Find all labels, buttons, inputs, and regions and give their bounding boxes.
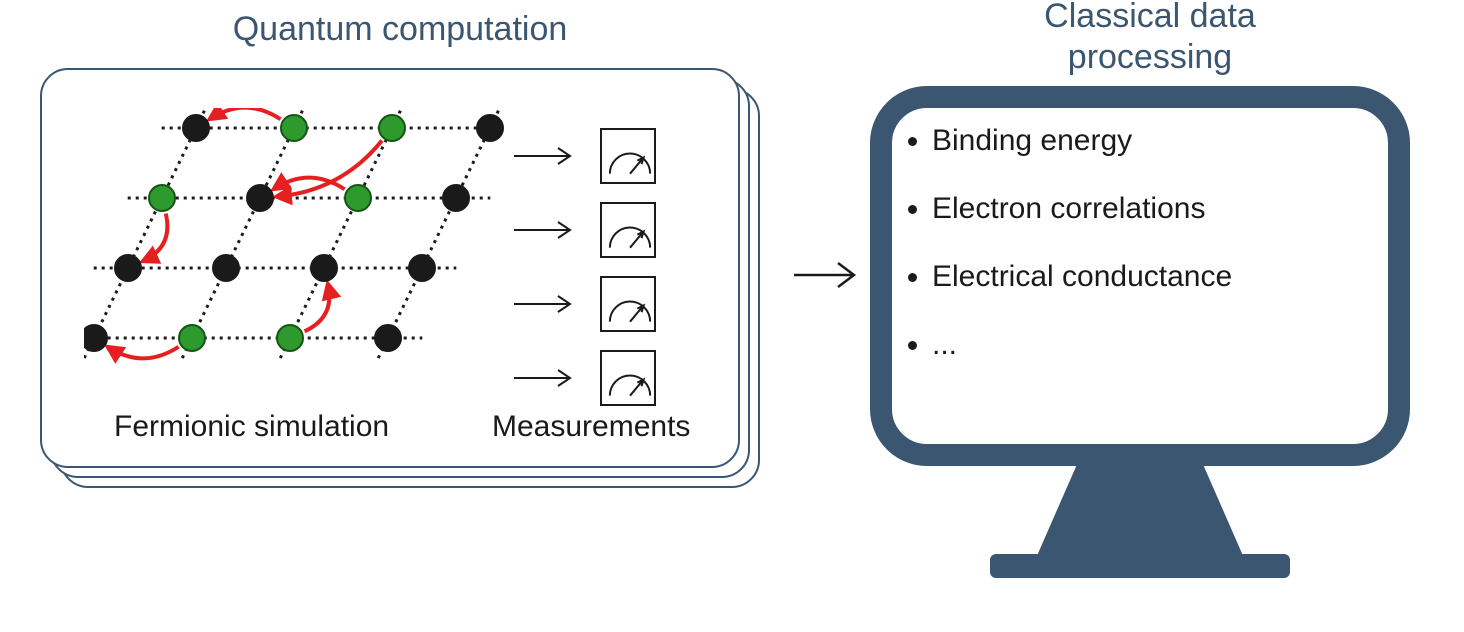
arrow-icon (512, 220, 582, 240)
lattice-diagram (84, 108, 504, 388)
lattice-node (247, 185, 273, 211)
arrow-to-classical (790, 250, 860, 305)
arrow-icon (512, 146, 582, 166)
monitor-list-item: Electrical conductance (932, 260, 1374, 294)
lattice-node (115, 255, 141, 281)
monitor-list-item: ... (932, 328, 1374, 362)
monitor-list-item: Electron correlations (932, 192, 1374, 226)
lattice-node (149, 185, 175, 211)
measurement-row (512, 128, 722, 184)
lattice-node (477, 115, 503, 141)
lattice-node (409, 255, 435, 281)
lattice-node (379, 115, 405, 141)
lattice-node (84, 325, 107, 351)
label-measurements: Measurements (492, 410, 690, 444)
lattice-node (277, 325, 303, 351)
hop-arrow (143, 214, 168, 262)
lattice-node (375, 325, 401, 351)
quantum-card-front: Fermionic simulation Measurements (40, 68, 740, 468)
measurement-row (512, 202, 722, 258)
lattice-node (345, 185, 371, 211)
label-fermionic: Fermionic simulation (114, 410, 389, 444)
title-classical: Classical data processing (970, 0, 1330, 78)
lattice-node (281, 115, 307, 141)
monitor-output-list: Binding energy Electron correlations Elect… (906, 124, 1374, 396)
arrow-icon (512, 294, 582, 314)
gauge-icon (600, 350, 656, 406)
hop-arrow (305, 284, 330, 332)
lattice-node (443, 185, 469, 211)
measurement-row (512, 276, 722, 332)
arrow-icon (512, 368, 582, 388)
lattice-node (311, 255, 337, 281)
hop-arrow (107, 347, 178, 359)
hop-arrow (209, 108, 280, 119)
monitor-list-item: Binding energy (932, 124, 1374, 158)
lattice-node (183, 115, 209, 141)
gauge-icon (600, 202, 656, 258)
gauge-icon (600, 276, 656, 332)
measurement-column (512, 128, 722, 424)
lattice-node (179, 325, 205, 351)
classical-monitor: Binding energy Electron correlations Elect… (860, 78, 1420, 598)
lattice-node (213, 255, 239, 281)
measurement-row (512, 350, 722, 406)
title-quantum: Quantum computation (190, 10, 610, 49)
gauge-icon (600, 128, 656, 184)
quantum-card-stack: Fermionic simulation Measurements (40, 68, 760, 486)
